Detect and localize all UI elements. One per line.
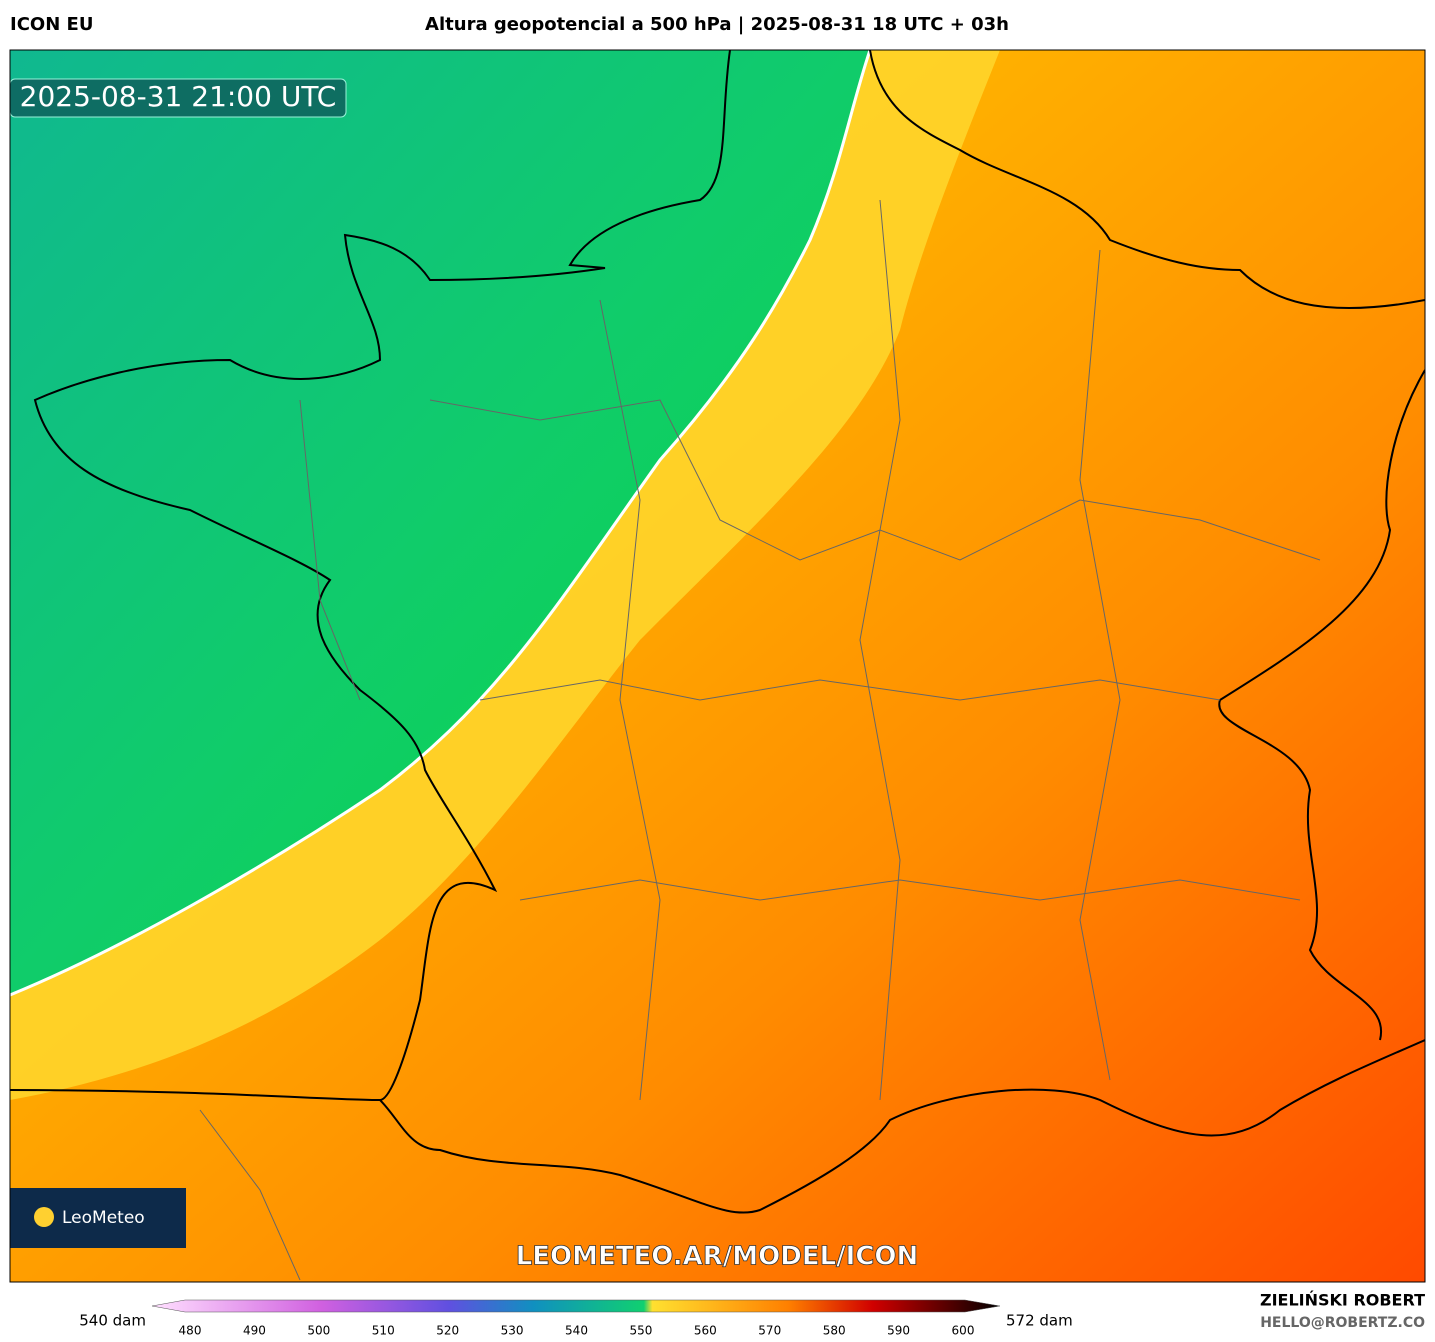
colorbar-tick-label: 600	[952, 1324, 975, 1338]
timestamp: 2025-08-31 21:00 UTC	[20, 80, 337, 113]
colorbar-ticks: 480 490 500 510 520 530 540 550 560 570 580 590 600	[179, 1324, 975, 1338]
colorbar-tick-label: 520	[436, 1324, 459, 1338]
coastline	[10, 50, 1425, 1214]
colorbar	[151, 1299, 1001, 1313]
credit-name: ZIELIŃSKI ROBERT	[1260, 1291, 1425, 1310]
yellow-band	[10, 50, 1000, 1100]
colorbar-tick-label: 590	[887, 1324, 910, 1338]
model-name: ICON EU	[10, 14, 93, 35]
watermark: LEOMETEO.AR/MODEL/ICON	[516, 1242, 919, 1272]
colorbar-tick-label: 560	[694, 1324, 717, 1338]
colorbar-tick-label: 490	[243, 1324, 266, 1338]
colorbar-tick-label: 480	[179, 1324, 202, 1338]
colorbar-tick-label: 580	[823, 1324, 846, 1338]
colorbar-right-label: 572 dam	[1006, 1312, 1073, 1330]
map: 2025-08-31 21:00 UTC LeoMeteo LEOMETEO.A…	[10, 50, 1425, 1282]
colorbar-tick-label: 540	[565, 1324, 588, 1338]
logo-sun	[34, 1207, 54, 1227]
regional-borders	[199, 199, 1321, 1281]
credit-email: HELLO@ROBERTZ.CO	[1260, 1315, 1425, 1331]
timestamp-box	[10, 78, 347, 118]
map-title: Altura geopotencial a 500 hPa | 2025-08-…	[425, 14, 1009, 35]
colorbar-left-label: 540 dam	[79, 1312, 146, 1330]
colorbar-tick-label: 570	[758, 1324, 781, 1338]
colorbar-tick-label: 500	[307, 1324, 330, 1338]
cool-field	[10, 50, 870, 995]
colorbar-tick-label: 530	[501, 1324, 524, 1338]
colorbar-tick-label: 510	[372, 1324, 395, 1338]
colorbar-tick-label: 550	[629, 1324, 652, 1338]
logo-text: LeoMeteo	[62, 1208, 145, 1228]
map-frame	[9, 49, 1426, 1283]
contour-line	[10, 50, 872, 997]
